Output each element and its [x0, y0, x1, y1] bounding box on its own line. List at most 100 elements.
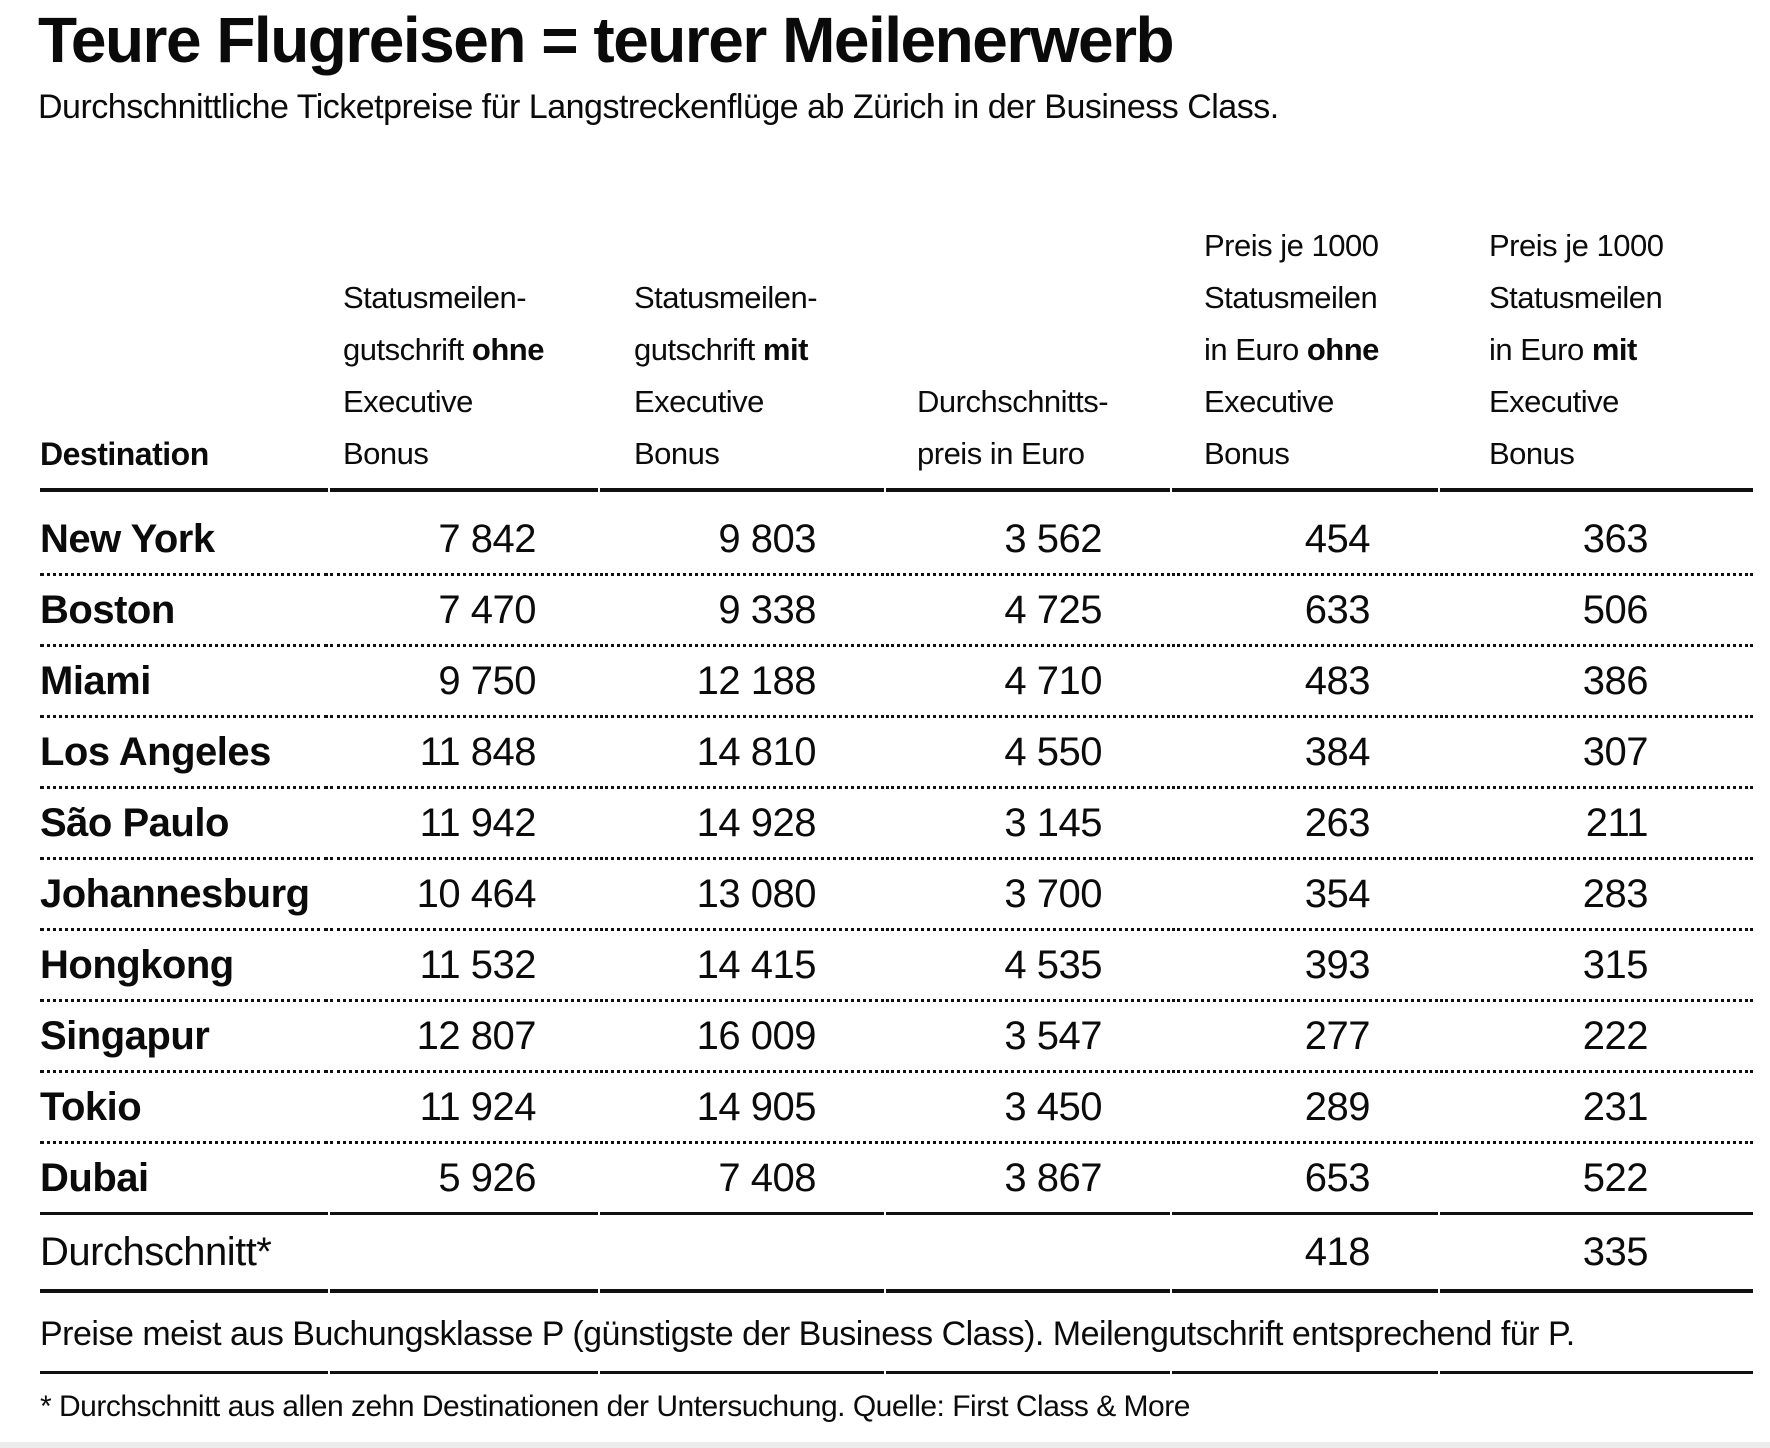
table-row: Hongkong 11 532 14 415 4 535 393 315 — [40, 931, 1753, 1002]
cell-avg-price: 4 710 — [886, 647, 1170, 718]
cell-avg-price: 4 725 — [886, 576, 1170, 647]
cell-empty — [600, 1215, 884, 1293]
header-line: Preis je 1000 — [1489, 227, 1664, 263]
header-line: Executive — [343, 383, 473, 419]
cell-per1000-with: 307 — [1440, 718, 1753, 789]
cell-empty — [1440, 1293, 1753, 1374]
cell-avg-price: 3 700 — [886, 860, 1170, 931]
header-line: gutschrift mit — [634, 324, 884, 376]
bottom-edge-strip — [0, 1442, 1770, 1448]
header-destination: Destination — [40, 184, 328, 492]
header-row: Destination Statusmeilen- gutschrift ohn… — [40, 184, 1753, 492]
table-body: New York 7 842 9 803 3 562 454 363 Bosto… — [40, 492, 1753, 1434]
cell-avg-price: 3 867 — [886, 1144, 1170, 1215]
cell-destination: Hongkong — [40, 931, 328, 1002]
cell-empty — [1440, 1374, 1753, 1434]
cell-miles-without: 7 470 — [330, 576, 598, 647]
header-line: Executive — [1489, 383, 1619, 419]
cell-per1000-with: 386 — [1440, 647, 1753, 718]
cell-per1000-without: 483 — [1172, 647, 1438, 718]
cell-destination: Miami — [40, 647, 328, 718]
summary-label: Durchschnitt* — [40, 1215, 328, 1293]
table-row: Boston 7 470 9 338 4 725 633 506 — [40, 576, 1753, 647]
cell-empty — [886, 1215, 1170, 1293]
footer-footnote-source: * Durchschnitt aus allen zehn Destinatio… — [40, 1389, 1190, 1423]
cell-empty — [330, 1293, 598, 1374]
cell-empty — [330, 1215, 598, 1293]
header-miles-with-bonus: Statusmeilen- gutschrift mit Executive B… — [600, 184, 884, 492]
cell-empty — [600, 1293, 884, 1374]
cell-miles-without: 12 807 — [330, 1002, 598, 1073]
header-text-bold: mit — [762, 331, 809, 367]
footer-note-row: Preise meist aus Buchungsklasse P (günst… — [40, 1293, 1753, 1374]
header-line: Statusmeilen — [1489, 279, 1663, 315]
table-row: Singapur 12 807 16 009 3 547 277 222 — [40, 1002, 1753, 1073]
cell-destination: Boston — [40, 576, 328, 647]
cell-miles-with: 14 810 — [600, 718, 884, 789]
table-row: Johannesburg 10 464 13 080 3 700 354 283 — [40, 860, 1753, 931]
cell-destination: Tokio — [40, 1073, 328, 1144]
header-line: Bonus — [1204, 435, 1290, 471]
cell-per1000-without: 393 — [1172, 931, 1438, 1002]
table-row: Los Angeles 11 848 14 810 4 550 384 307 — [40, 718, 1753, 789]
cell-avg-price: 3 547 — [886, 1002, 1170, 1073]
cell-per1000-without: 289 — [1172, 1073, 1438, 1144]
cell-miles-with: 14 928 — [600, 789, 884, 860]
cell-miles-with: 12 188 — [600, 647, 884, 718]
table-header: Destination Statusmeilen- gutschrift ohn… — [40, 184, 1753, 492]
header-text-bold: mit — [1591, 331, 1638, 367]
cell-empty — [886, 1293, 1170, 1374]
cell-per1000-without: 384 — [1172, 718, 1438, 789]
cell-miles-with: 9 338 — [600, 576, 884, 647]
summary-per1000-with: 335 — [1440, 1215, 1753, 1293]
cell-per1000-with: 522 — [1440, 1144, 1753, 1215]
cell-per1000-without: 653 — [1172, 1144, 1438, 1215]
header-text: in Euro — [1489, 331, 1592, 367]
cell-destination: Los Angeles — [40, 718, 328, 789]
cell-avg-price: 3 450 — [886, 1073, 1170, 1144]
cell-miles-without: 7 842 — [330, 492, 598, 576]
cell-per1000-with: 211 — [1440, 789, 1753, 860]
summary-per1000-without: 418 — [1172, 1215, 1438, 1293]
cell-destination: Singapur — [40, 1002, 328, 1073]
header-line: Executive — [1204, 383, 1334, 419]
cell-destination: Johannesburg — [40, 860, 328, 931]
header-price-per-1000-without: Preis je 1000 Statusmeilen in Euro ohne … — [1172, 184, 1438, 492]
cell-empty — [1172, 1374, 1438, 1434]
cell-miles-without: 11 924 — [330, 1073, 598, 1144]
cell-miles-with: 16 009 — [600, 1002, 884, 1073]
cell-per1000-with: 506 — [1440, 576, 1753, 647]
page-title: Teure Flugreisen = teurer Meilenerwerb — [38, 4, 1175, 76]
cell-avg-price: 3 562 — [886, 492, 1170, 576]
header-line: gutschrift ohne — [343, 324, 598, 376]
header-text: in Euro — [1204, 331, 1307, 367]
cell-per1000-with: 283 — [1440, 860, 1753, 931]
table-row: Dubai 5 926 7 408 3 867 653 522 — [40, 1144, 1753, 1215]
header-line: Durchschnitts- — [917, 383, 1109, 419]
cell-miles-with: 7 408 — [600, 1144, 884, 1215]
cell-avg-price: 3 145 — [886, 789, 1170, 860]
cell-avg-price: 4 535 — [886, 931, 1170, 1002]
header-line: preis in Euro — [917, 435, 1085, 471]
cell-per1000-without: 263 — [1172, 789, 1438, 860]
cell-per1000-with: 315 — [1440, 931, 1753, 1002]
cell-per1000-without: 633 — [1172, 576, 1438, 647]
table-row: Miami 9 750 12 188 4 710 483 386 — [40, 647, 1753, 718]
cell-miles-without: 11 942 — [330, 789, 598, 860]
cell-per1000-without: 454 — [1172, 492, 1438, 576]
cell-per1000-with: 222 — [1440, 1002, 1753, 1073]
footer-note: Preise meist aus Buchungsklasse P (günst… — [40, 1293, 1575, 1374]
cell-per1000-without: 354 — [1172, 860, 1438, 931]
cell-miles-with: 14 415 — [600, 931, 884, 1002]
cell-avg-price: 4 550 — [886, 718, 1170, 789]
header-line: Preis je 1000 — [1204, 227, 1379, 263]
header-line: Bonus — [634, 435, 720, 471]
header-line: Executive — [634, 383, 764, 419]
cell-miles-without: 9 750 — [330, 647, 598, 718]
cell-miles-with: 13 080 — [600, 860, 884, 931]
header-line: Bonus — [343, 435, 429, 471]
header-line: in Euro ohne — [1204, 324, 1438, 376]
header-average-price: Durchschnitts- preis in Euro — [886, 184, 1170, 492]
cell-miles-without: 10 464 — [330, 860, 598, 931]
